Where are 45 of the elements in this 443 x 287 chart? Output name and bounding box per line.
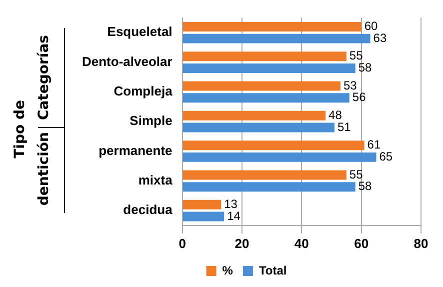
bar — [182, 182, 356, 192]
data-label: 65 — [379, 150, 393, 164]
y-tick-label: mixta — [138, 172, 174, 188]
bar — [182, 140, 364, 150]
text: Categorías — [36, 35, 52, 120]
data-label: 58 — [358, 179, 372, 194]
bar — [182, 93, 350, 103]
bar — [182, 52, 346, 62]
data-label: 60 — [364, 19, 378, 34]
data-label: 53 — [343, 78, 358, 92]
y-tick-label: decidua — [123, 202, 174, 218]
data-label: 13 — [224, 196, 238, 211]
y-tick-label: Compleja — [114, 84, 174, 99]
legend-label: Total — [258, 263, 287, 278]
x-tick-label: 40 — [294, 236, 309, 251]
x-tick-label: 0 — [178, 236, 186, 251]
data-label: 14 — [227, 208, 241, 223]
bar — [182, 122, 334, 132]
y-tick-label: Simple — [130, 113, 172, 128]
data-label: 61 — [367, 138, 381, 152]
y-tick-label: Esqueletal — [107, 24, 172, 40]
bar — [182, 63, 356, 73]
x-tick-label: 60 — [354, 236, 369, 251]
bar — [182, 152, 376, 162]
data-label: 51 — [337, 120, 352, 134]
text: dentición — [36, 132, 52, 206]
legend-label: % — [222, 263, 234, 278]
bar — [182, 81, 340, 91]
data-label: 58 — [358, 60, 372, 75]
bar — [182, 200, 222, 210]
data-label: 55 — [349, 167, 364, 182]
y-tick-label: permanente — [98, 142, 172, 158]
bar — [182, 34, 370, 44]
data-label: 63 — [373, 30, 387, 45]
bar — [182, 212, 224, 222]
data-label: 56 — [352, 90, 366, 104]
y-tick-label: Dento-alveolar — [82, 54, 172, 69]
bar — [182, 170, 346, 180]
data-label: 48 — [328, 108, 342, 122]
text: Tipo de — [12, 100, 28, 158]
x-tick-label: 80 — [414, 236, 428, 251]
bar — [182, 22, 362, 32]
x-tick-label: 20 — [234, 236, 250, 251]
data-label: 55 — [349, 48, 364, 63]
bar — [182, 110, 326, 120]
